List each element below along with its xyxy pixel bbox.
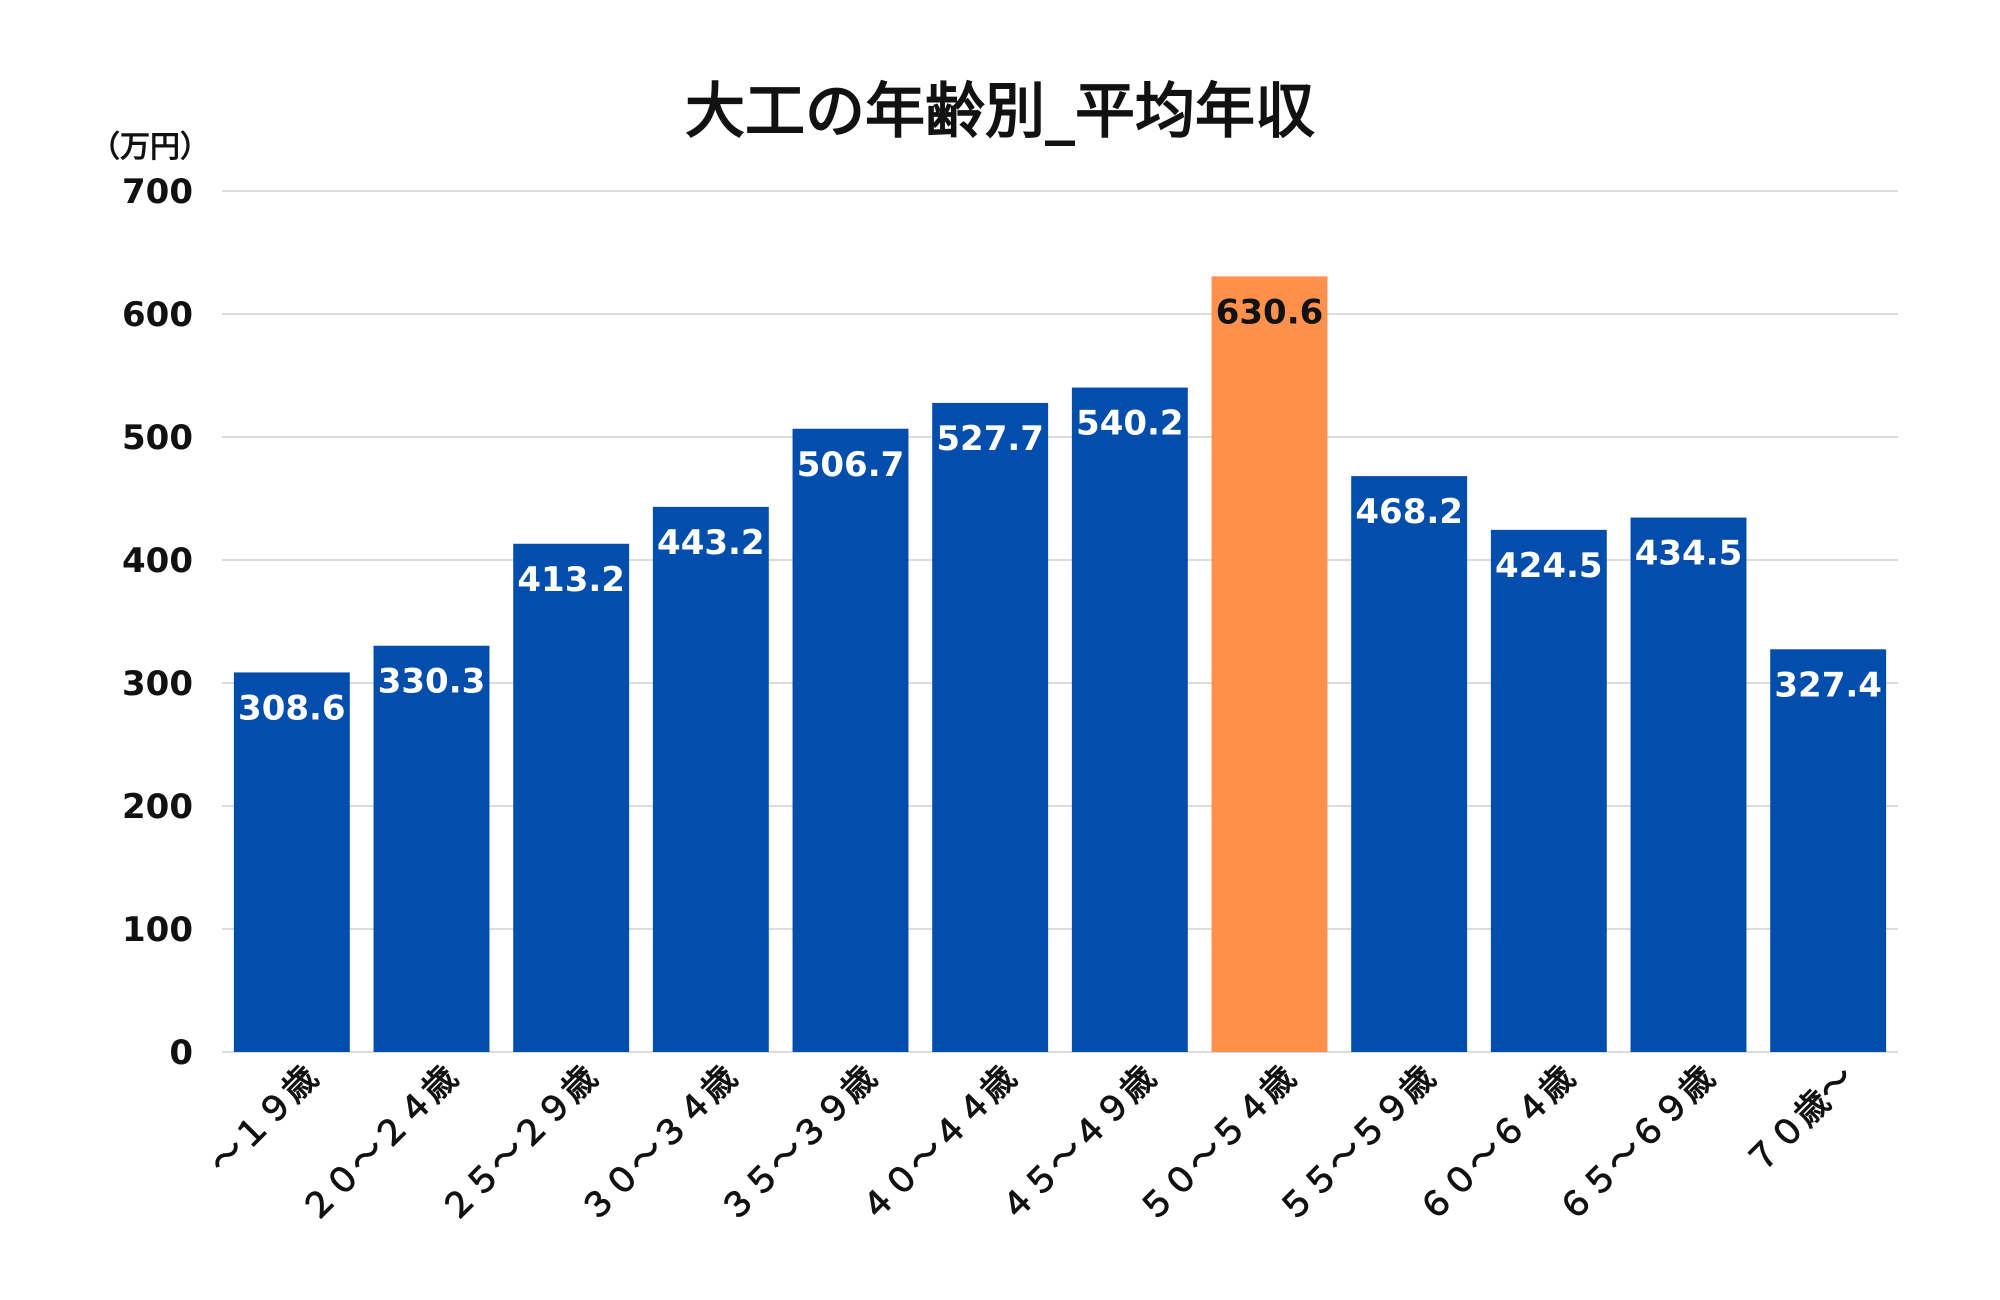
y-tick-label: 500 bbox=[122, 418, 193, 458]
y-tick-label: 0 bbox=[169, 1033, 193, 1073]
data-label: 308.6 bbox=[238, 688, 346, 728]
bar bbox=[1351, 476, 1468, 1052]
y-axis-ticks: 0 100 200 300 400 500 600 700 bbox=[122, 172, 193, 1073]
bar bbox=[1630, 517, 1747, 1052]
bar bbox=[373, 645, 490, 1052]
data-labels: 308.6 330.3 413.2 443.2 506.7 527.7 540.2 630.6… bbox=[238, 292, 1882, 728]
y-tick-label: 400 bbox=[122, 541, 193, 581]
bar bbox=[233, 672, 350, 1052]
bars bbox=[233, 276, 1887, 1053]
bar bbox=[932, 402, 1049, 1053]
y-axis-unit-label: （万円） bbox=[90, 130, 210, 165]
data-label: 413.2 bbox=[517, 560, 625, 600]
data-label: 330.3 bbox=[378, 662, 486, 702]
data-label: 527.7 bbox=[936, 419, 1044, 459]
data-label: 506.7 bbox=[797, 445, 905, 485]
data-label: 424.5 bbox=[1495, 546, 1603, 586]
data-label: 630.6 bbox=[1216, 292, 1324, 332]
bar bbox=[1071, 387, 1188, 1053]
y-tick-label: 700 bbox=[122, 172, 193, 212]
x-tick-label: ７０歳～ bbox=[1738, 1058, 1862, 1182]
x-tick-label: ～１９歳 bbox=[202, 1058, 326, 1182]
y-tick-label: 200 bbox=[122, 787, 193, 827]
bar bbox=[652, 506, 769, 1052]
data-label: 327.4 bbox=[1774, 665, 1882, 705]
data-label: 434.5 bbox=[1635, 534, 1743, 574]
y-tick-label: 300 bbox=[122, 664, 193, 704]
bar bbox=[1211, 276, 1328, 1052]
bar bbox=[1490, 529, 1607, 1052]
chart-title: 大工の年齢別_平均年収 bbox=[685, 77, 1315, 147]
data-label: 443.2 bbox=[657, 523, 765, 563]
data-label: 540.2 bbox=[1076, 404, 1184, 444]
x-axis-ticks: ～１９歳２０～２４歳２５～２９歳３０～３４歳３５～３９歳４０～４４歳４５～４９歳… bbox=[202, 1058, 1863, 1231]
bar bbox=[513, 543, 630, 1052]
bar bbox=[1770, 649, 1887, 1052]
gridlines bbox=[222, 190, 1898, 1053]
data-label: 468.2 bbox=[1355, 492, 1463, 532]
y-tick-label: 100 bbox=[122, 910, 193, 950]
bar bbox=[792, 428, 909, 1052]
y-tick-label: 600 bbox=[122, 295, 193, 335]
